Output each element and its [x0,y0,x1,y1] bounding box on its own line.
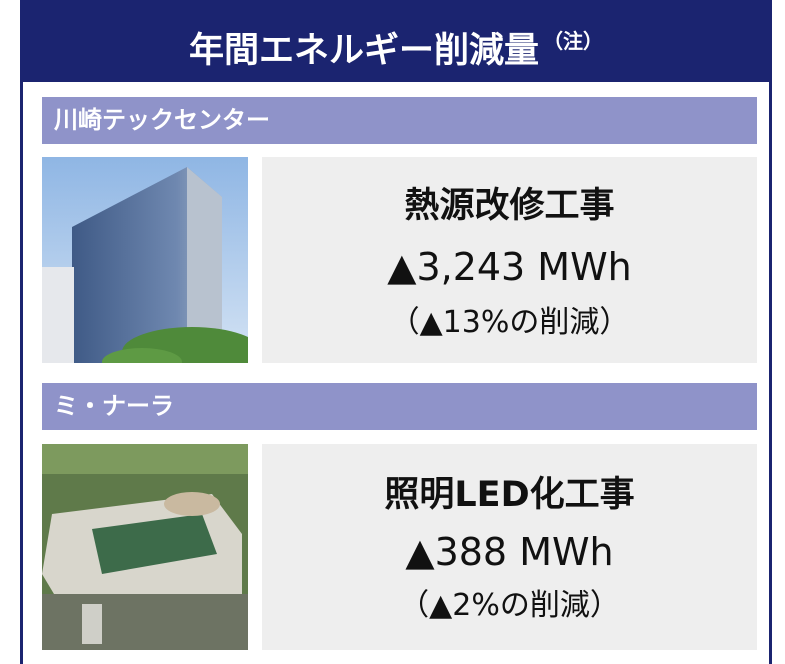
info-box: 熱源改修工事 ▲3,243 MWh （▲13%の削減） [262,157,757,363]
photo [42,444,248,650]
project: 照明LED化工事 [384,475,635,515]
header: 年間エネルギー削減量 （注） [20,0,772,82]
title: 年間エネルギー削減量 [188,31,539,71]
photo [42,157,248,363]
section-bar: 川崎テックセンター [42,97,757,144]
amount: ▲388 MWh [405,530,614,574]
info-box: 照明LED化工事 ▲388 MWh （▲2%の削減） [262,444,757,650]
amount: ▲3,243 MWh [387,245,632,289]
note: （注） [543,29,603,53]
reduction: （▲13%の削減） [389,305,630,340]
reduction: （▲2%の削減） [399,588,620,623]
frame [20,0,772,664]
project: 熱源改修工事 [404,186,615,226]
section-bar: ミ・ナーラ [42,383,757,430]
